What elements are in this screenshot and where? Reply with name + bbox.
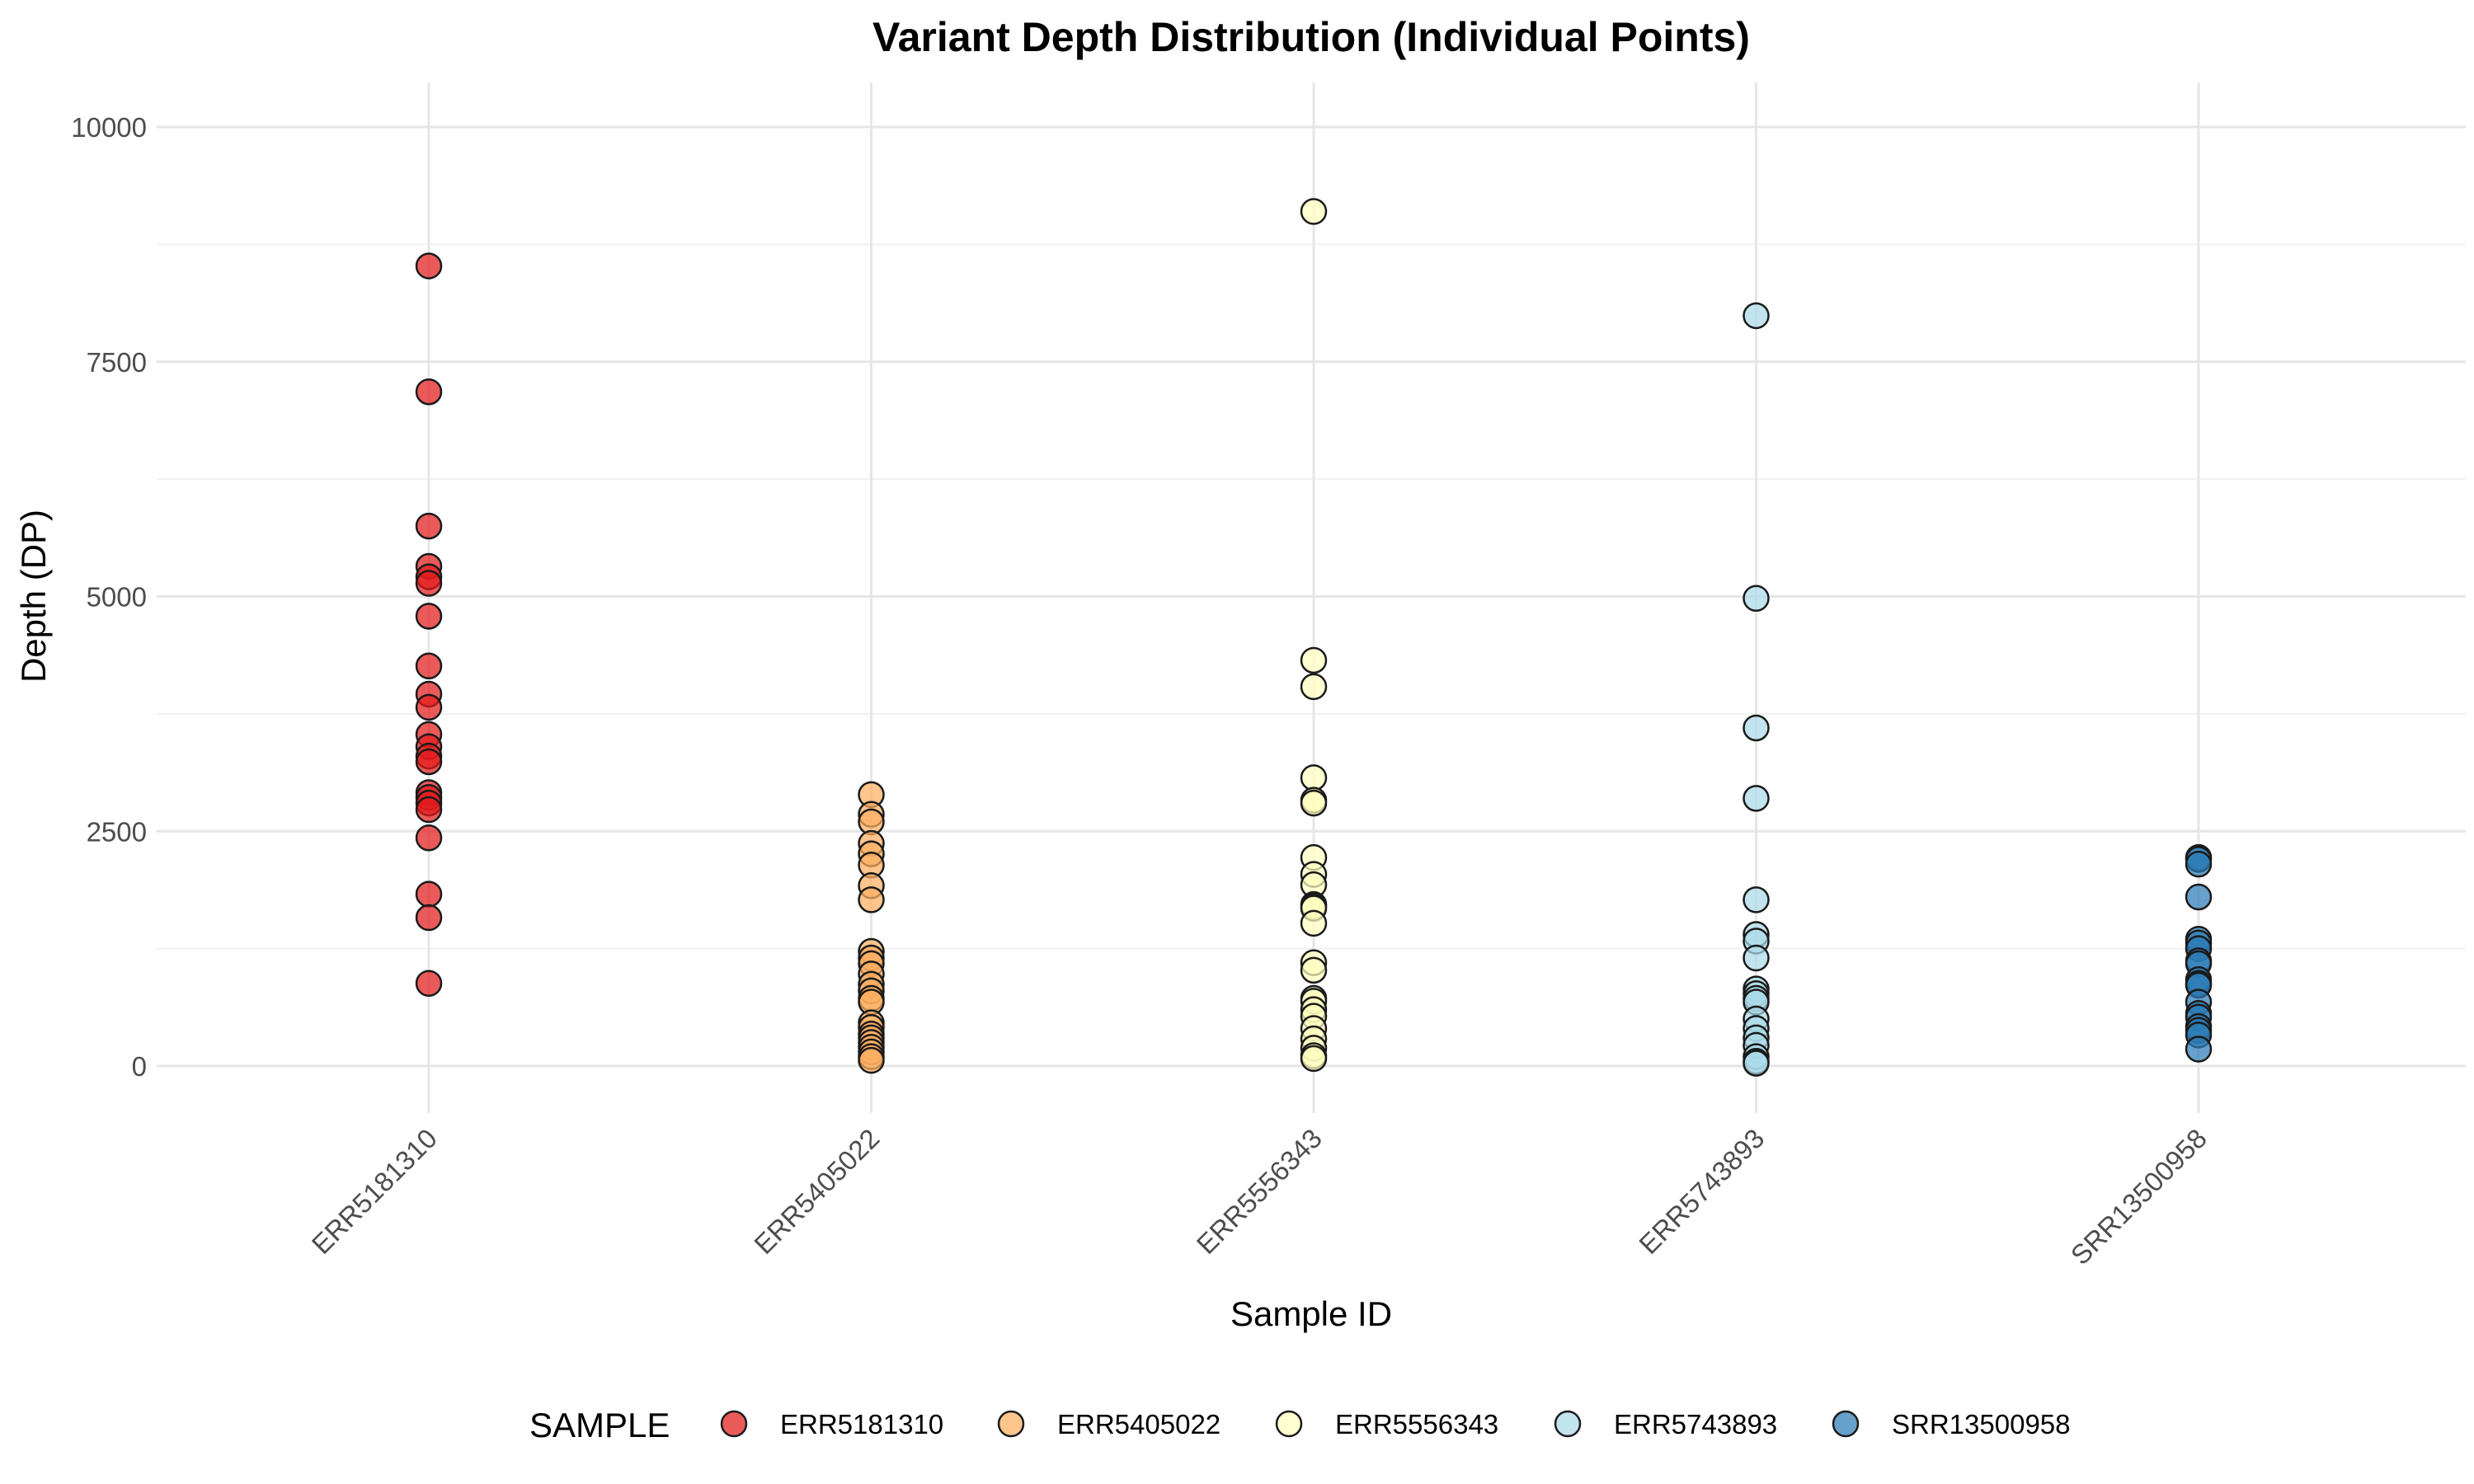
x-tick-label: SRR13500958: [2065, 1123, 2213, 1270]
x-tick-label: ERR5181310: [306, 1123, 443, 1260]
data-point: [1300, 789, 1328, 817]
data-point: [1300, 673, 1328, 701]
data-point: [1300, 198, 1328, 225]
y-tick-label: 10000: [71, 112, 147, 143]
x-tick-label: ERR5743893: [1633, 1123, 1770, 1260]
data-point: [2185, 850, 2213, 878]
data-point: [2185, 883, 2213, 911]
data-point: [1300, 909, 1328, 937]
data-point: [858, 886, 885, 913]
data-point: [415, 970, 443, 998]
x-axis-ticks: ERR5181310 ERR5405022 ERR5556343 ERR5743893…: [306, 1123, 2213, 1270]
data-point: [415, 652, 443, 680]
data-point: [1743, 714, 1770, 742]
data-point: [415, 252, 443, 279]
x-tick-label: ERR5556343: [1191, 1123, 1328, 1260]
x-axis-title: Sample ID: [1230, 1294, 1392, 1333]
legend-label: ERR5405022: [1057, 1409, 1221, 1439]
legend-label: ERR5556343: [1335, 1409, 1498, 1439]
data-points: [415, 198, 2213, 1077]
y-axis-ticks: 0 2500 5000 7500 10000: [71, 112, 147, 1082]
data-point: [1743, 1050, 1770, 1077]
chart-title: Variant Depth Distribution (Individual P…: [872, 14, 1750, 60]
y-tick-label: 0: [132, 1051, 147, 1082]
data-point: [415, 512, 443, 540]
data-point: [1300, 764, 1328, 791]
legend-key: [1832, 1410, 1860, 1438]
data-point: [415, 603, 443, 630]
data-point: [1300, 1045, 1328, 1073]
legend: SAMPLE ERR5181310 ERR5405022 ERR5556343 ERR…: [529, 1406, 2071, 1444]
data-point: [415, 904, 443, 932]
data-point: [415, 796, 443, 824]
data-point: [1743, 302, 1770, 330]
y-tick-label: 5000: [87, 582, 147, 613]
y-tick-label: 7500: [87, 347, 147, 378]
x-tick-label: ERR5405022: [748, 1123, 885, 1260]
legend-key: [1554, 1410, 1582, 1438]
data-point: [1743, 886, 1770, 913]
data-point: [1743, 785, 1770, 812]
data-point: [415, 378, 443, 406]
data-point: [415, 693, 443, 721]
legend-key: [997, 1410, 1025, 1438]
legend-label: SRR13500958: [1892, 1409, 2071, 1439]
data-point: [2185, 1036, 2213, 1063]
data-point: [415, 570, 443, 597]
data-point: [415, 824, 443, 852]
data-point: [1743, 944, 1770, 972]
legend-label: ERR5743893: [1614, 1409, 1777, 1439]
legend-key: [720, 1410, 748, 1438]
data-point: [1300, 956, 1328, 984]
data-point: [1300, 646, 1328, 674]
y-axis-title: Depth (DP): [14, 510, 53, 683]
data-point: [415, 881, 443, 908]
data-point: [415, 748, 443, 776]
data-point: [858, 1046, 885, 1074]
y-tick-label: 2500: [87, 816, 147, 847]
legend-title: SAMPLE: [529, 1406, 670, 1444]
legend-key: [1275, 1410, 1303, 1438]
data-point: [1743, 585, 1770, 613]
legend-label: ERR5181310: [780, 1409, 943, 1439]
